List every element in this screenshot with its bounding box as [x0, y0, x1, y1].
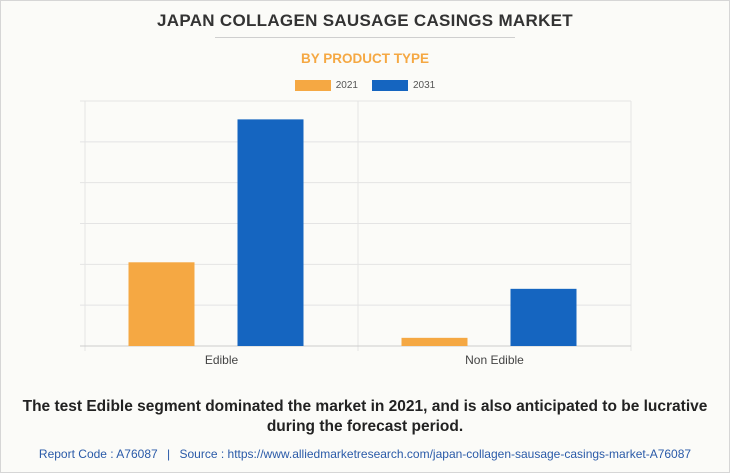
chart-subtitle: BY PRODUCT TYPE	[300, 51, 430, 66]
source-link[interactable]: Source : https://www.alliedmarketresearc…	[179, 447, 692, 461]
legend-label-2021: 2021	[335, 80, 358, 91]
footer-separator: |	[167, 447, 171, 461]
chart-caption: The test Edible segment dominated the ma…	[22, 398, 708, 435]
legend-item-2031[interactable]: 2031	[372, 80, 435, 91]
legend-swatch-2021	[294, 80, 331, 91]
chart-legend: 2021 2031	[0, 80, 730, 91]
bar-edible-2021	[128, 262, 195, 346]
bar-non-edible-2021	[401, 337, 468, 346]
legend-swatch-2031	[372, 80, 408, 91]
legend-item-2021[interactable]: 2021	[294, 80, 358, 91]
bar-non-edible-2031	[510, 288, 577, 346]
x-tick-label: Edible	[205, 353, 239, 367]
x-tick-label: Non Edible	[465, 353, 524, 367]
legend-label-2031: 2031	[413, 80, 436, 91]
title-divider	[215, 37, 515, 38]
bar-edible-2031	[237, 119, 304, 346]
source-footer: Report Code : A76087 | Source : https://…	[0, 447, 730, 461]
chart-title: JAPAN COLLAGEN SAUSAGE CASINGS MARKET	[157, 11, 573, 30]
report-code: Report Code : A76087	[38, 447, 158, 461]
